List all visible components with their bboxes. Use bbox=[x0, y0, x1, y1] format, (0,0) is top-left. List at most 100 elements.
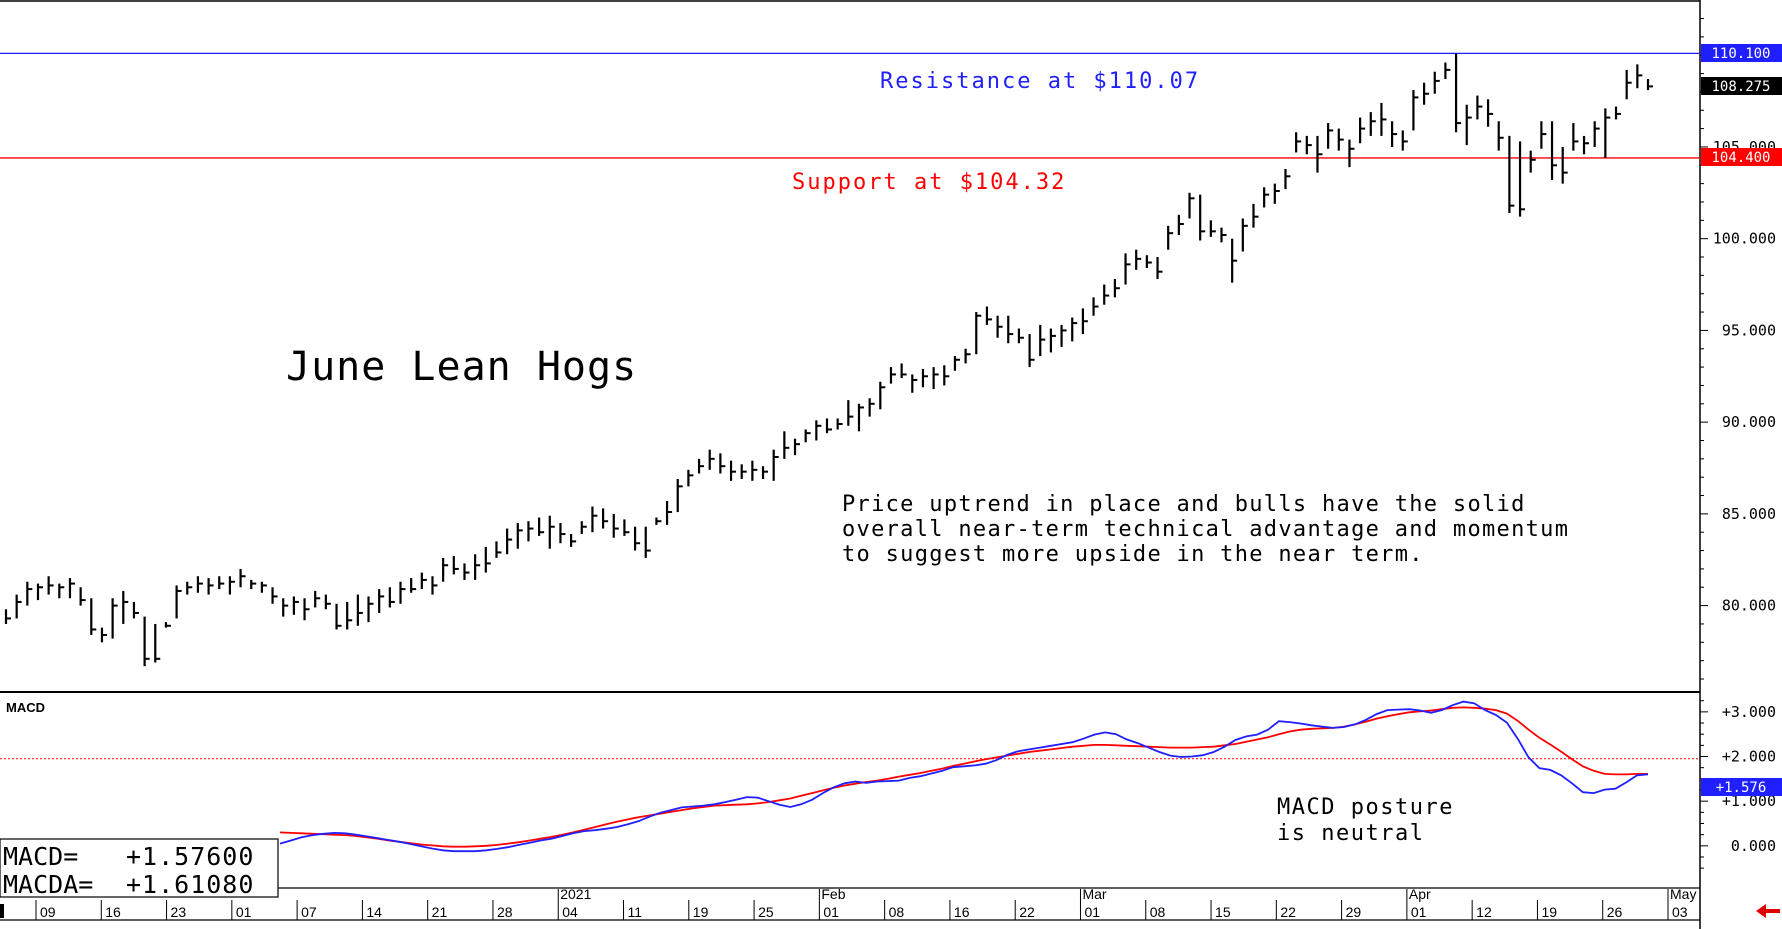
price-bar bbox=[1508, 135, 1515, 213]
price-bar bbox=[1401, 130, 1408, 151]
price-bar bbox=[356, 594, 363, 626]
price-bar bbox=[985, 306, 992, 325]
price-bar bbox=[1422, 82, 1430, 105]
price-bar bbox=[164, 622, 171, 628]
price-bar bbox=[900, 363, 907, 379]
macd-note-line-1: MACD posture bbox=[1277, 795, 1454, 820]
commentary-line-1: Price uptrend in place and bulls have th… bbox=[842, 492, 1526, 517]
price-bar bbox=[825, 418, 832, 434]
resistance-tag-box bbox=[1701, 44, 1782, 62]
price-bar bbox=[655, 517, 662, 525]
readout-macd-label: MACD= bbox=[3, 842, 78, 871]
price-bar bbox=[1476, 95, 1483, 120]
scroll-left-arrow-icon[interactable] bbox=[1756, 904, 1780, 918]
price-bar bbox=[260, 581, 267, 593]
price-bars bbox=[4, 53, 1653, 667]
scroll-start-marker bbox=[0, 904, 4, 918]
price-bar bbox=[90, 598, 97, 635]
price-bar bbox=[207, 578, 214, 595]
price-bar bbox=[1113, 279, 1120, 298]
price-bar bbox=[740, 464, 747, 480]
price-bar bbox=[1177, 214, 1184, 236]
price-bar bbox=[47, 576, 54, 595]
price-bar bbox=[506, 528, 513, 555]
chart-title: June Lean Hogs bbox=[286, 344, 637, 390]
price-bar bbox=[1486, 99, 1494, 127]
macd-note: MACD posture is neutral bbox=[1277, 795, 1454, 846]
macd-tag-box bbox=[1701, 778, 1782, 796]
price-bar bbox=[1028, 334, 1035, 368]
price-bar bbox=[964, 348, 971, 364]
price-bar bbox=[879, 381, 886, 410]
price-bar bbox=[1295, 132, 1302, 153]
date-tick-label: 08 bbox=[889, 904, 905, 920]
price-bar bbox=[228, 576, 235, 595]
price-bar bbox=[495, 541, 502, 558]
macd-tick-label: +1.000 bbox=[1722, 792, 1776, 810]
price-bar bbox=[815, 420, 822, 441]
price-tick-label: 90.000 bbox=[1722, 413, 1776, 431]
commentary: Price uptrend in place and bulls have th… bbox=[842, 492, 1568, 567]
date-tick-label: 12 bbox=[1476, 904, 1492, 920]
price-bar bbox=[100, 627, 107, 643]
date-tick-label: 01 bbox=[1411, 904, 1427, 920]
price-bar bbox=[1060, 324, 1067, 347]
price-bar bbox=[367, 596, 374, 623]
price-bar bbox=[857, 403, 864, 432]
price-bar bbox=[1081, 308, 1088, 335]
macd-axis[interactable]: +3.000 +2.000 +1.000 0.000 bbox=[1700, 700, 1776, 869]
price-bar bbox=[719, 453, 726, 474]
price-bar bbox=[282, 598, 289, 617]
date-tick-label: 01 bbox=[236, 904, 252, 920]
price-bar bbox=[186, 581, 193, 595]
date-tick-label: 08 bbox=[1150, 904, 1166, 920]
month-label: Mar bbox=[1082, 886, 1106, 902]
price-bar bbox=[1348, 139, 1355, 168]
date-tick-label: 01 bbox=[823, 904, 839, 920]
price-bar bbox=[378, 589, 385, 613]
price-bar bbox=[1252, 203, 1259, 228]
price-bar bbox=[1529, 150, 1536, 173]
price-bar bbox=[868, 398, 875, 417]
price-bar bbox=[570, 534, 577, 547]
price-bar bbox=[79, 587, 86, 606]
resistance-tag: 110.100 bbox=[1711, 46, 1770, 62]
price-bar bbox=[783, 431, 790, 459]
price-bar bbox=[548, 515, 555, 549]
macd-tick-label: +2.000 bbox=[1722, 748, 1776, 766]
price-bar bbox=[4, 609, 11, 624]
price-bar bbox=[1167, 225, 1174, 250]
price-bar bbox=[953, 356, 960, 371]
date-tick-label: 16 bbox=[105, 904, 121, 920]
month-label: Feb bbox=[821, 886, 845, 902]
price-bar bbox=[1327, 123, 1334, 149]
price-bar bbox=[1231, 238, 1238, 283]
date-tick-label: 19 bbox=[693, 904, 709, 920]
price-bar bbox=[601, 508, 609, 529]
date-tick-label: 23 bbox=[171, 904, 187, 920]
date-axis[interactable]: 09 16 23 01 07 14 21 28 04 11 19 25 01 08 16 22 01 08 15 22… bbox=[35, 886, 1696, 920]
price-bar bbox=[1380, 102, 1387, 136]
price-bar bbox=[175, 585, 182, 619]
price-bar bbox=[975, 312, 982, 355]
price-bar bbox=[292, 596, 299, 615]
readout-box bbox=[0, 838, 279, 898]
price-bar bbox=[804, 429, 811, 443]
date-tick-label: 09 bbox=[40, 904, 56, 920]
price-bar bbox=[1199, 194, 1206, 241]
macd-tag-text: +1.576 bbox=[1716, 780, 1767, 796]
price-bar bbox=[420, 572, 427, 590]
price-bar bbox=[889, 367, 896, 384]
price-bar bbox=[324, 594, 331, 610]
price-bar bbox=[410, 578, 417, 593]
price-tick-label: 80.000 bbox=[1722, 597, 1776, 615]
price-bar bbox=[196, 576, 203, 593]
price-tick-label: 95.000 bbox=[1722, 321, 1776, 339]
price-bar bbox=[633, 526, 641, 551]
price-bar bbox=[1156, 257, 1163, 280]
price-bar bbox=[1188, 192, 1195, 219]
price-bar bbox=[1071, 317, 1078, 342]
price-bar bbox=[122, 590, 129, 624]
